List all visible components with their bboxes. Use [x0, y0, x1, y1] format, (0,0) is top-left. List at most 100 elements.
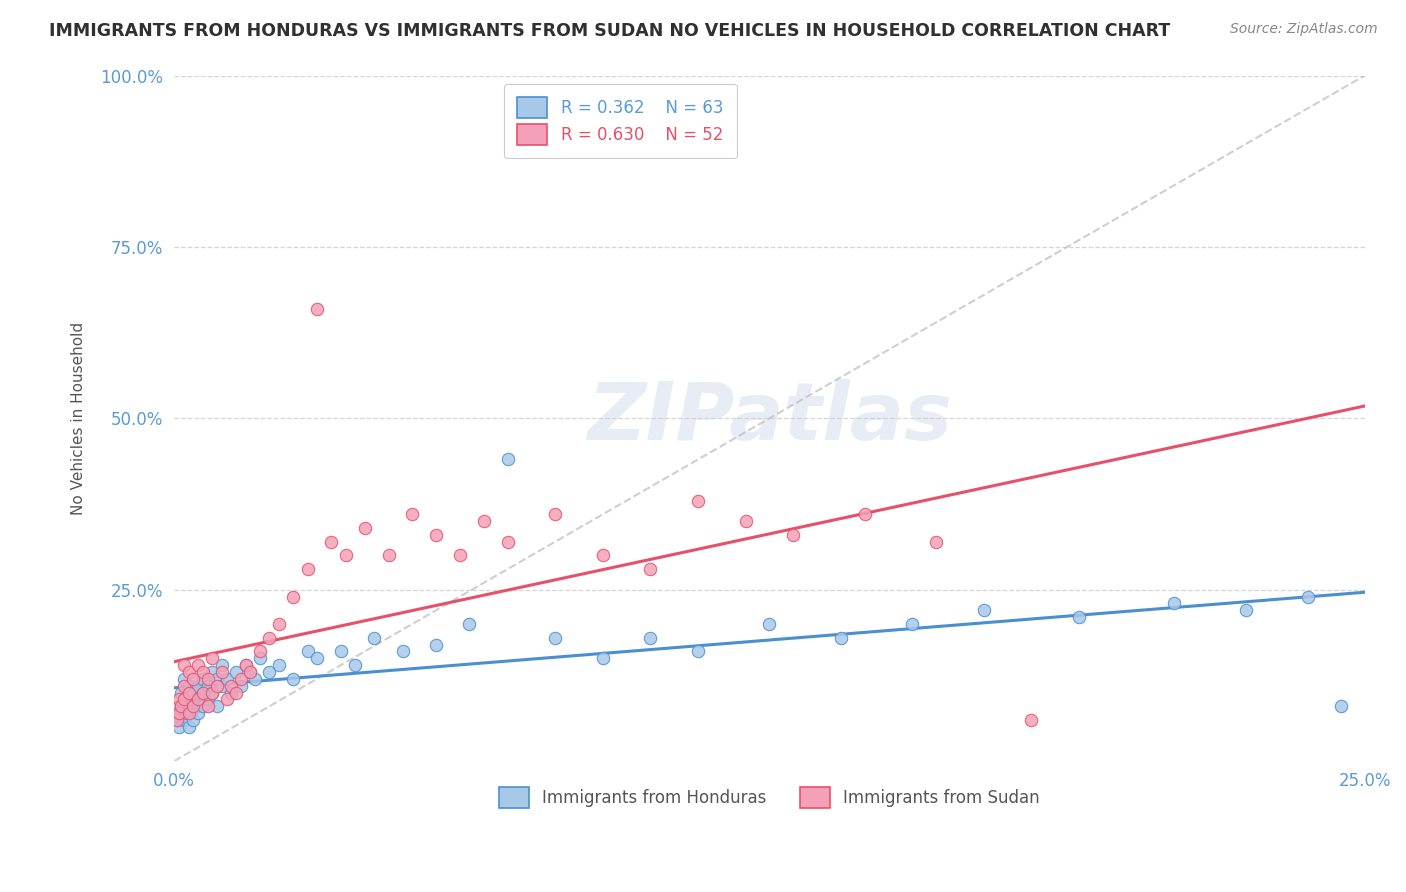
Y-axis label: No Vehicles in Household: No Vehicles in Household	[72, 322, 86, 515]
Point	[173, 713, 195, 727]
Point	[830, 631, 852, 645]
Point	[496, 452, 519, 467]
Point	[1021, 713, 1043, 727]
Point	[229, 679, 252, 693]
Point	[167, 706, 190, 720]
Point	[758, 617, 780, 632]
Point	[177, 699, 200, 714]
Point	[235, 658, 257, 673]
Point	[205, 672, 228, 686]
Point	[170, 706, 193, 720]
Point	[201, 685, 224, 699]
Point	[283, 590, 305, 604]
Point	[177, 665, 200, 679]
Point	[239, 665, 262, 679]
Point	[640, 562, 662, 576]
Point	[283, 672, 305, 686]
Point	[170, 685, 193, 699]
Point	[191, 672, 214, 686]
Point	[391, 644, 413, 658]
Point	[544, 631, 567, 645]
Point	[211, 665, 233, 679]
Point	[167, 713, 190, 727]
Point	[363, 631, 385, 645]
Point	[321, 534, 343, 549]
Point	[307, 301, 329, 316]
Point	[173, 692, 195, 706]
Point	[211, 658, 233, 673]
Point	[425, 638, 447, 652]
Point	[177, 679, 200, 693]
Point	[458, 617, 481, 632]
Point	[297, 644, 319, 658]
Point	[472, 514, 495, 528]
Point	[640, 631, 662, 645]
Point	[425, 528, 447, 542]
Point	[592, 651, 614, 665]
Legend: Immigrants from Honduras, Immigrants from Sudan: Immigrants from Honduras, Immigrants fro…	[492, 780, 1046, 814]
Point	[239, 665, 262, 679]
Point	[191, 685, 214, 699]
Point	[259, 631, 281, 645]
Point	[187, 706, 209, 720]
Point	[173, 672, 195, 686]
Point	[201, 685, 224, 699]
Point	[197, 692, 219, 706]
Point	[1163, 596, 1185, 610]
Point	[191, 665, 214, 679]
Point	[173, 679, 195, 693]
Point	[329, 644, 352, 658]
Point	[973, 603, 995, 617]
Point	[187, 692, 209, 706]
Point	[205, 699, 228, 714]
Text: ZIPatlas: ZIPatlas	[586, 379, 952, 458]
Point	[449, 549, 471, 563]
Point	[377, 549, 399, 563]
Point	[167, 720, 190, 734]
Point	[205, 679, 228, 693]
Point	[225, 665, 247, 679]
Point	[249, 644, 271, 658]
Point	[853, 508, 876, 522]
Point	[201, 651, 224, 665]
Point	[307, 651, 329, 665]
Point	[180, 706, 202, 720]
Point	[267, 658, 290, 673]
Point	[901, 617, 924, 632]
Point	[197, 699, 219, 714]
Point	[215, 672, 238, 686]
Point	[181, 692, 204, 706]
Point	[925, 534, 948, 549]
Point	[167, 699, 190, 714]
Point	[197, 679, 219, 693]
Point	[1067, 610, 1090, 624]
Point	[191, 685, 214, 699]
Point	[496, 534, 519, 549]
Point	[353, 521, 375, 535]
Point	[221, 685, 243, 699]
Point	[249, 651, 271, 665]
Point	[191, 699, 214, 714]
Point	[173, 658, 195, 673]
Point	[267, 617, 290, 632]
Point	[181, 685, 204, 699]
Point	[734, 514, 756, 528]
Point	[1234, 603, 1257, 617]
Point	[344, 658, 367, 673]
Point	[782, 528, 804, 542]
Point	[177, 720, 200, 734]
Point	[259, 665, 281, 679]
Text: IMMIGRANTS FROM HONDURAS VS IMMIGRANTS FROM SUDAN NO VEHICLES IN HOUSEHOLD CORRE: IMMIGRANTS FROM HONDURAS VS IMMIGRANTS F…	[49, 22, 1170, 40]
Point	[187, 699, 209, 714]
Point	[170, 699, 193, 714]
Point	[215, 692, 238, 706]
Point	[177, 706, 200, 720]
Point	[181, 713, 204, 727]
Point	[166, 713, 188, 727]
Point	[187, 679, 209, 693]
Point	[174, 706, 197, 720]
Point	[335, 549, 357, 563]
Point	[686, 644, 709, 658]
Point	[245, 672, 267, 686]
Point	[297, 562, 319, 576]
